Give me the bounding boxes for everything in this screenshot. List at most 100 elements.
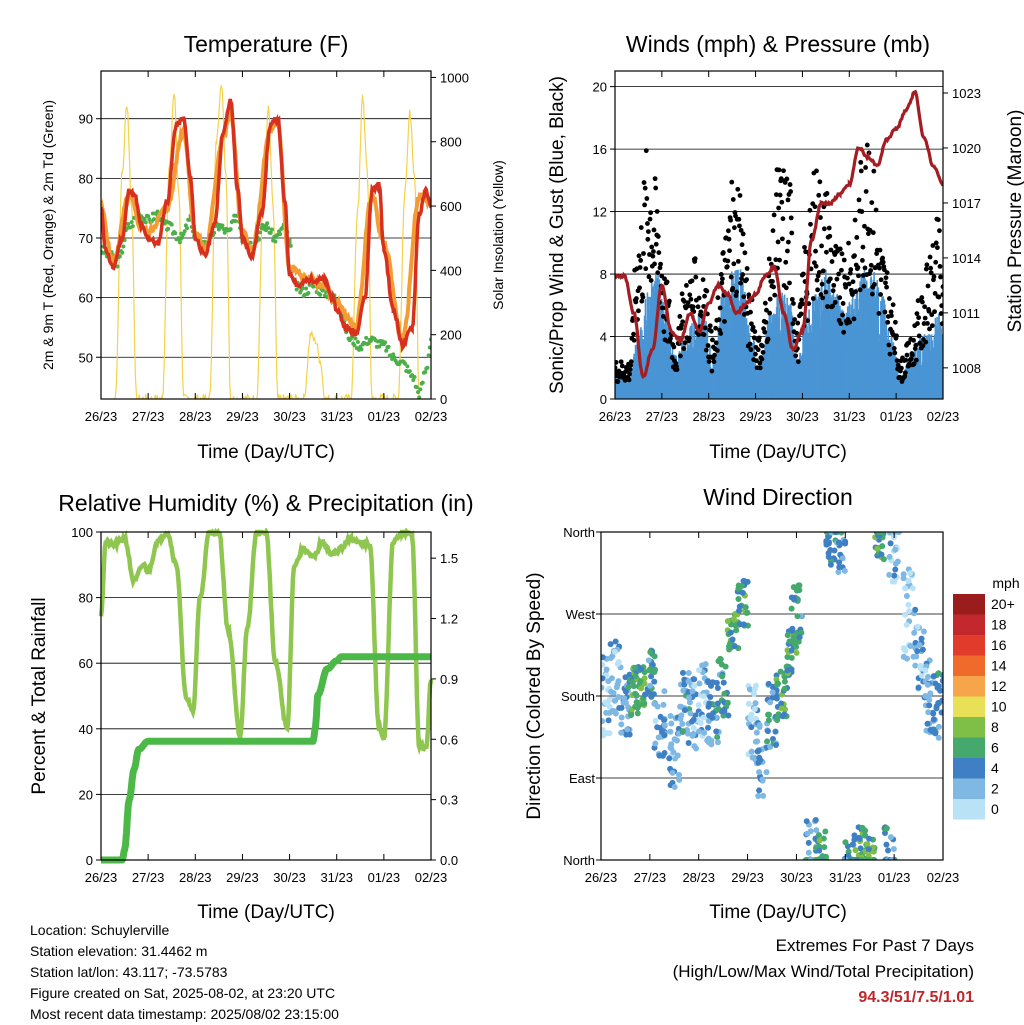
dewpoint-point <box>166 226 171 231</box>
y-tick-label: 50 <box>79 350 93 365</box>
gust-point <box>772 292 778 298</box>
gust-point <box>760 349 766 355</box>
y-tick-label: 80 <box>79 171 93 186</box>
direction-point <box>689 688 696 695</box>
direction-point <box>651 653 658 660</box>
direction-point <box>724 699 731 706</box>
direction-point <box>939 677 943 684</box>
gust-point <box>707 323 713 329</box>
x-tick-label: 28/23 <box>682 870 715 885</box>
gust-point <box>816 192 822 198</box>
direction-point <box>603 666 610 673</box>
colorbar-label: 2 <box>991 781 999 797</box>
x-tick-label: 30/23 <box>273 409 306 424</box>
gust-point <box>639 298 645 304</box>
gust-point <box>645 221 650 226</box>
direction-point <box>754 748 761 755</box>
dewpoint-point <box>392 355 397 360</box>
dewpoint-point <box>288 243 293 248</box>
direction-point <box>645 657 652 664</box>
temperature-ticks: 26/23 27/23 28/23 29/23 30/23 31/23 01/23 02/23… <box>79 70 469 424</box>
direction-point <box>858 857 865 860</box>
gust-point <box>868 268 874 273</box>
gust-point <box>740 272 746 277</box>
gust-point <box>913 357 919 363</box>
colorbar-swatch <box>953 778 985 799</box>
direction-point <box>769 689 776 696</box>
direction-point <box>772 742 779 749</box>
direction-point <box>680 687 687 694</box>
gust-point <box>936 294 942 300</box>
gust-point <box>923 339 929 345</box>
direction-point <box>851 832 858 839</box>
direction-point <box>760 792 767 799</box>
direction-point <box>702 661 709 668</box>
dewpoint-point <box>120 250 125 255</box>
dewpoint-point <box>306 290 311 295</box>
gust-point <box>800 301 806 307</box>
direction-point <box>745 700 752 707</box>
gust-point <box>846 281 852 287</box>
gust-point <box>858 168 864 174</box>
gust-point <box>821 226 827 232</box>
gust-point <box>718 272 724 277</box>
gust-point <box>654 209 660 214</box>
direction-point <box>874 545 881 552</box>
direction-point <box>661 750 668 757</box>
direction-point <box>668 720 675 727</box>
gust-point <box>838 321 844 327</box>
direction-point <box>764 728 771 735</box>
x-tick-label: 01/23 <box>880 409 913 424</box>
gust-point <box>750 324 756 330</box>
direction-point <box>900 645 907 652</box>
direction-point <box>714 734 721 741</box>
dewpoint-point <box>121 244 126 249</box>
direction-point <box>842 839 849 846</box>
gust-point <box>652 176 658 182</box>
gust-point <box>910 352 915 358</box>
gust-point <box>911 337 916 343</box>
gust-point <box>932 290 938 296</box>
gust-point <box>799 297 805 303</box>
direction-point <box>707 693 714 700</box>
speed-colorbar: mph 20+ 18 16 14 12 10 8 6 4 2 0 <box>953 575 1020 820</box>
gust-point <box>790 321 796 327</box>
y-tick-label: 16 <box>593 142 607 157</box>
gust-point <box>637 285 642 291</box>
gust-point <box>674 367 680 373</box>
gust-point <box>938 274 943 280</box>
station-info: Location: Schuylerville Station elevatio… <box>30 920 339 1025</box>
gust-point <box>773 192 779 198</box>
direction-point <box>835 568 842 575</box>
gust-point <box>802 244 807 250</box>
direction-point <box>765 717 772 724</box>
colorbar-label: 20+ <box>991 596 1015 612</box>
winds-ylabel-right: Station Pressure (Maroon) <box>1005 110 1024 333</box>
direction-point <box>792 639 799 646</box>
dewpoint-point <box>418 387 423 392</box>
gust-point <box>715 295 721 301</box>
dewpoint-point <box>228 227 233 232</box>
gust-point <box>728 274 734 280</box>
colorbar-label: 12 <box>991 678 1007 694</box>
gust-point <box>845 275 850 281</box>
direction-point <box>708 737 715 744</box>
direction-point <box>885 847 892 854</box>
direction-point <box>903 593 910 600</box>
direction-point <box>905 577 912 584</box>
direction-point <box>756 787 763 794</box>
x-tick-label: 02/23 <box>415 409 448 424</box>
gust-point <box>938 311 943 316</box>
gust-point <box>795 320 801 326</box>
gust-point <box>650 253 656 259</box>
direction-point <box>763 769 770 776</box>
gust-point <box>862 223 867 229</box>
dewpoint-point <box>423 370 428 375</box>
direction-point <box>679 669 686 676</box>
gust-point <box>819 281 825 287</box>
direction-point <box>865 846 872 853</box>
direction-point <box>886 553 893 560</box>
direction-point <box>618 721 625 728</box>
direction-point <box>865 857 872 860</box>
direction-point <box>629 679 636 686</box>
